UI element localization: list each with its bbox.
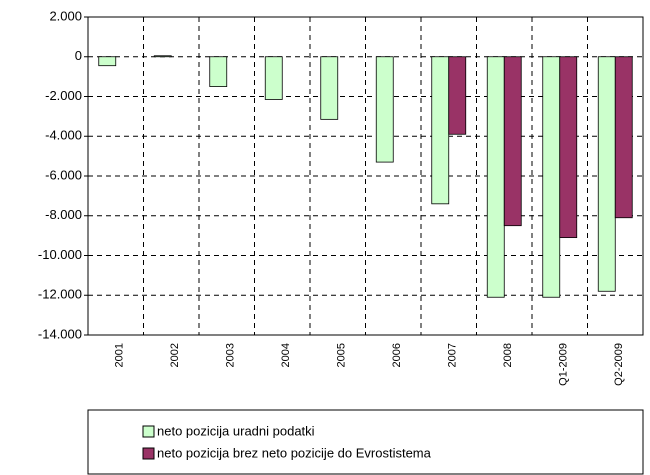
bar bbox=[98, 56, 117, 67]
legend-label: neto pozicija uradni podatki bbox=[157, 423, 315, 438]
bar bbox=[486, 56, 505, 298]
x-tick-group: 2004 bbox=[280, 343, 292, 367]
legend-box bbox=[87, 409, 644, 475]
bar bbox=[431, 56, 450, 205]
y-tick-label: -4.000 bbox=[45, 128, 82, 143]
x-tick-group: 2006 bbox=[391, 343, 403, 367]
x-tick-group: 2008 bbox=[502, 343, 514, 367]
bar bbox=[448, 56, 467, 135]
x-tick-group: 2007 bbox=[447, 343, 459, 367]
x-tick-label: 2002 bbox=[169, 343, 181, 367]
plot-frame bbox=[87, 16, 644, 336]
y-tick-label: -8.000 bbox=[45, 207, 82, 222]
bar bbox=[153, 55, 172, 58]
bar bbox=[209, 56, 228, 87]
x-tick-label: 2007 bbox=[447, 343, 459, 367]
x-tick-group: 2002 bbox=[169, 343, 181, 367]
y-tick-label: -2.000 bbox=[45, 88, 82, 103]
legend-swatch bbox=[142, 447, 155, 460]
y-tick-label: 0 bbox=[75, 48, 82, 63]
y-tick-label: -10.000 bbox=[38, 247, 82, 262]
x-tick-label: 2004 bbox=[280, 343, 292, 367]
bar bbox=[503, 56, 522, 227]
y-tick-label: -6.000 bbox=[45, 167, 82, 182]
y-tick-label: -12.000 bbox=[38, 287, 82, 302]
x-tick-label: Q2-2009 bbox=[613, 343, 625, 386]
bar bbox=[375, 56, 394, 163]
y-tick-label: 2.000 bbox=[49, 8, 82, 23]
x-tick-label: 2005 bbox=[336, 343, 348, 367]
x-tick-label: 2003 bbox=[225, 343, 237, 367]
bar bbox=[320, 56, 339, 120]
bar bbox=[597, 56, 616, 292]
bar bbox=[264, 56, 283, 100]
bar bbox=[614, 56, 633, 219]
bar bbox=[542, 56, 561, 298]
x-tick-label: 2008 bbox=[502, 343, 514, 367]
x-tick-group: 2001 bbox=[114, 343, 126, 367]
legend-label: neto pozicija brez neto pozicije do Evro… bbox=[157, 445, 432, 460]
x-tick-group: Q1-2009 bbox=[558, 343, 570, 386]
x-tick-group: 2005 bbox=[336, 343, 348, 367]
x-tick-label: 2006 bbox=[391, 343, 403, 367]
legend-swatch bbox=[142, 425, 155, 438]
bar bbox=[559, 56, 578, 239]
x-tick-label: 2001 bbox=[114, 343, 126, 367]
x-tick-group: 2003 bbox=[225, 343, 237, 367]
x-tick-label: Q1-2009 bbox=[558, 343, 570, 386]
x-tick-group: Q2-2009 bbox=[613, 343, 625, 386]
y-tick-label: -14.000 bbox=[38, 326, 82, 341]
